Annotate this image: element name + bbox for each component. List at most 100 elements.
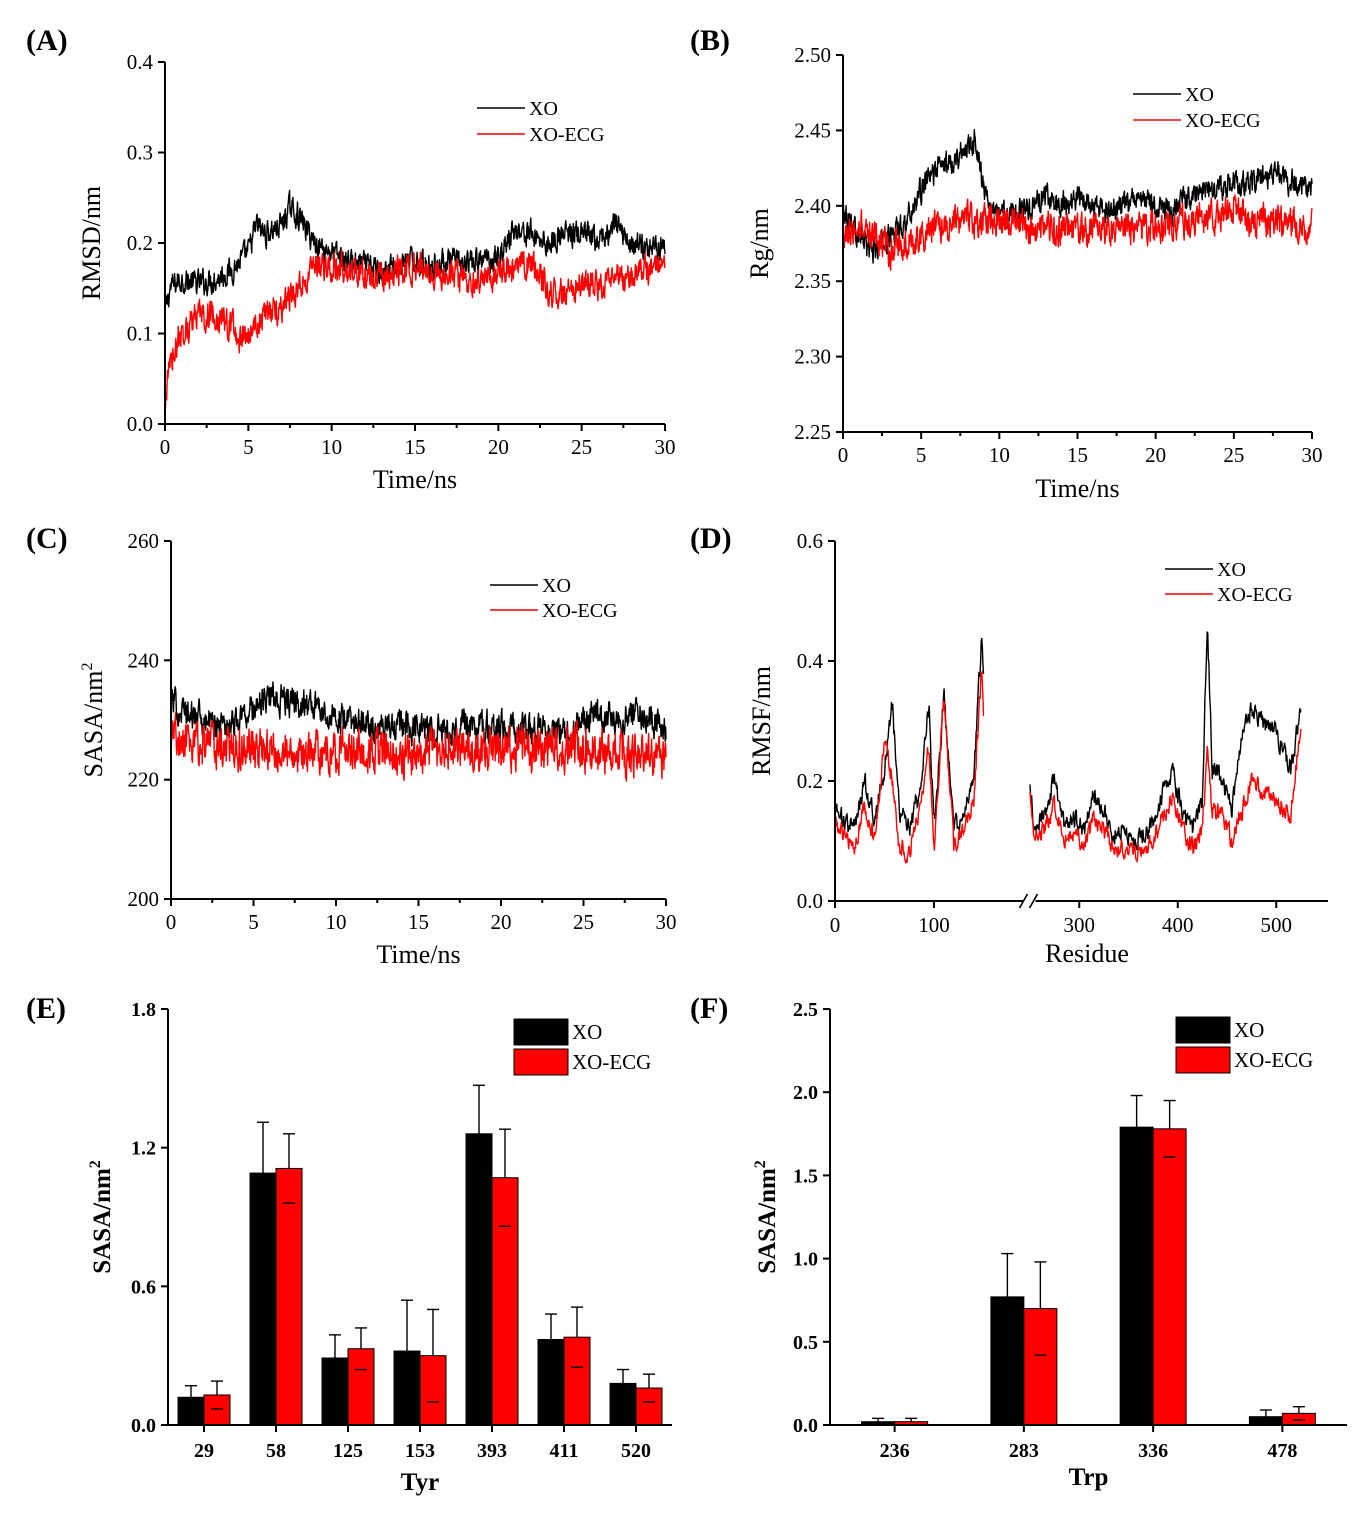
panel-d-series-0-segment-0 [834, 637, 985, 836]
panel-c-x-tick-label-3: 15 [408, 910, 429, 934]
panel-d-x-tick-label-2: 300 [1064, 913, 1096, 937]
panel-b-y-tick-label-0: 2.25 [794, 420, 831, 444]
panel-e-bar-1-3 [419, 1355, 447, 1426]
panel-f-x-title: Trp [1069, 1464, 1109, 1491]
panel-f-y-tick-label-3: 1.5 [793, 1165, 818, 1187]
panel-a-x-tick-label-5: 25 [571, 435, 592, 459]
panel-e-bar-0-1 [249, 1172, 277, 1426]
panel-b-y-tick-label-2: 2.35 [794, 269, 831, 293]
panel-e-y-tick-label-3: 1.8 [131, 999, 156, 1021]
panel-e-bar-1-0 [203, 1394, 231, 1426]
panel-e-bar-1-4 [491, 1177, 519, 1426]
panel-b-y-title: Rg/nm [745, 208, 774, 279]
panel-c-y-title-superscript: 2 [79, 663, 96, 671]
panel-c-legend-label-0: XO [542, 575, 571, 597]
panel-c-x-tick-label-0: 0 [166, 910, 177, 934]
panel-b-x-tick-label-1: 5 [916, 443, 927, 467]
panel-a-series-1 [164, 249, 666, 410]
panel-b-y-tick-label-1: 2.30 [794, 345, 831, 369]
panel-a-y-tick-label-3: 0.3 [127, 141, 153, 165]
panel-f-legend-swatch-1 [1175, 1046, 1231, 1074]
panel-e-bar-0-3 [393, 1350, 421, 1426]
panel-e-bar-1-2 [347, 1348, 375, 1426]
panel-b-legend-label-1: XO-ECG [1185, 110, 1261, 132]
panel-e-y-title: SASA/nm2 [87, 1160, 116, 1274]
panel-f-bar-0-2 [1119, 1126, 1154, 1426]
panel-b-x-tick-label-0: 0 [838, 443, 849, 467]
panel-a-x-title: Time/ns [373, 465, 457, 494]
panel-d-y-tick-label-3: 0.6 [797, 529, 823, 553]
panel-d-x-tick-label-1: 100 [918, 913, 950, 937]
panel-e-x-title: Tyr [401, 1469, 439, 1496]
panel-d-y-tick-label-1: 0.2 [797, 769, 823, 793]
panel-c-label: (C) [26, 522, 68, 555]
panel-e-legend-label-0: XO [572, 1020, 602, 1044]
panel-e-legend-label-1: XO-ECG [572, 1050, 651, 1074]
panel-a-y-tick-label-1: 0.1 [127, 322, 153, 346]
panel-b-x-tick-label-4: 20 [1145, 443, 1166, 467]
panel-c-x-tick-label-6: 30 [656, 910, 677, 934]
panel-c-y-tick-label-0: 200 [128, 887, 160, 911]
panel-b-series-0 [842, 128, 1313, 264]
panel-c-legend-label-1: XO-ECG [542, 600, 618, 622]
panel-b: (B) 2.25 2.30 2.35 2.40 2.45 2.50 0 5 10 15 20 25 30… [690, 24, 1323, 503]
panel-f-x-tick-label-3: 478 [1267, 1440, 1297, 1462]
panel-a-y-tick-label-0: 0.0 [127, 412, 153, 436]
panel-b-label: (B) [690, 24, 730, 57]
panel-e-bar-0-2 [321, 1357, 349, 1426]
panel-b-x-title: Time/ns [1035, 474, 1119, 503]
panel-f-label: (F) [690, 992, 728, 1025]
panel-f: (F) 236 283 336 478 0.0 0.5 1.0 1.5 2.0 2.5 Trp SAS… [690, 992, 1347, 1491]
panel-b-x-tick-label-5: 25 [1223, 443, 1244, 467]
panel-a-x-tick-label-0: 0 [160, 435, 171, 459]
panel-e-x-tick-label-4: 393 [477, 1440, 507, 1462]
panel-e-bar-0-5 [537, 1338, 565, 1426]
panel-e-x-tick-label-5: 411 [550, 1440, 579, 1462]
panel-c-y-tick-label-2: 240 [128, 648, 160, 672]
panel-d-x-tick-label-3: 400 [1162, 913, 1194, 937]
panel-c-series-1 [170, 712, 667, 782]
panel-f-y-tick-label-0: 0.0 [793, 1415, 818, 1437]
panel-a-y-tick-label-2: 0.2 [127, 231, 153, 255]
panel-d-x-title: Residue [1045, 939, 1129, 968]
panel-f-x-tick-label-1: 283 [1009, 1440, 1039, 1462]
panel-d-axis-break-mark-1 [1028, 893, 1039, 909]
panel-e-legend-swatch-0 [513, 1018, 569, 1046]
panel-f-y-tick-label-2: 1.0 [793, 1249, 818, 1271]
panel-d-x-tick-label-4: 500 [1261, 913, 1293, 937]
panel-d-y-tick-label-2: 0.4 [797, 649, 824, 673]
panel-e-x-tick-label-0: 29 [194, 1440, 214, 1462]
panel-f-legend-swatch-0 [1175, 1016, 1231, 1044]
panel-e-bar-0-6 [609, 1382, 637, 1426]
panel-c-x-title: Time/ns [376, 940, 460, 969]
panel-c-x-tick-label-1: 5 [248, 910, 259, 934]
panel-e-y-tick-label-2: 1.2 [131, 1138, 156, 1160]
panel-e-bar-1-6 [635, 1387, 663, 1426]
panel-b-y-tick-label-3: 2.40 [794, 194, 831, 218]
panel-b-x-tick-label-6: 30 [1302, 443, 1323, 467]
panel-b-legend-label-0: XO [1185, 84, 1214, 106]
panel-f-legend-label-0: XO [1234, 1018, 1264, 1042]
panel-d-legend-label-1: XO-ECG [1217, 584, 1293, 606]
panel-c-x-tick-label-5: 25 [573, 910, 594, 934]
panel-b-y-tick-label-4: 2.45 [794, 118, 831, 142]
panel-d-x-tick-label-0: 0 [830, 913, 841, 937]
panel-e-bar-1-1 [275, 1167, 303, 1426]
panel-a-x-tick-label-4: 20 [488, 435, 509, 459]
panel-e-bar-1-5 [563, 1336, 591, 1426]
panel-a-y-tick-label-4: 0.4 [127, 50, 154, 74]
panel-c-x-tick-label-2: 10 [326, 910, 347, 934]
panel-d-y-title: RMSF/nm [747, 666, 776, 776]
panel-d-y-tick-label-0: 0.0 [797, 889, 823, 913]
panel-e-x-tick-label-3: 153 [405, 1440, 435, 1462]
panel-d-series-0-segment-1 [1029, 631, 1302, 851]
panel-b-x-tick-label-2: 10 [989, 443, 1010, 467]
panel-e-x-tick-label-1: 58 [266, 1440, 286, 1462]
panel-f-y-tick-label-5: 2.5 [793, 999, 818, 1021]
panel-a-legend-label-1: XO-ECG [529, 124, 605, 146]
panel-a-x-tick-label-3: 15 [405, 435, 426, 459]
panel-a-x-tick-label-6: 30 [655, 435, 676, 459]
panel-c-y-tick-label-1: 220 [128, 768, 160, 792]
panel-c: (C) 200 220 240 260 0 5 10 15 20 25 30 Time/ns SASA/… [26, 522, 677, 969]
